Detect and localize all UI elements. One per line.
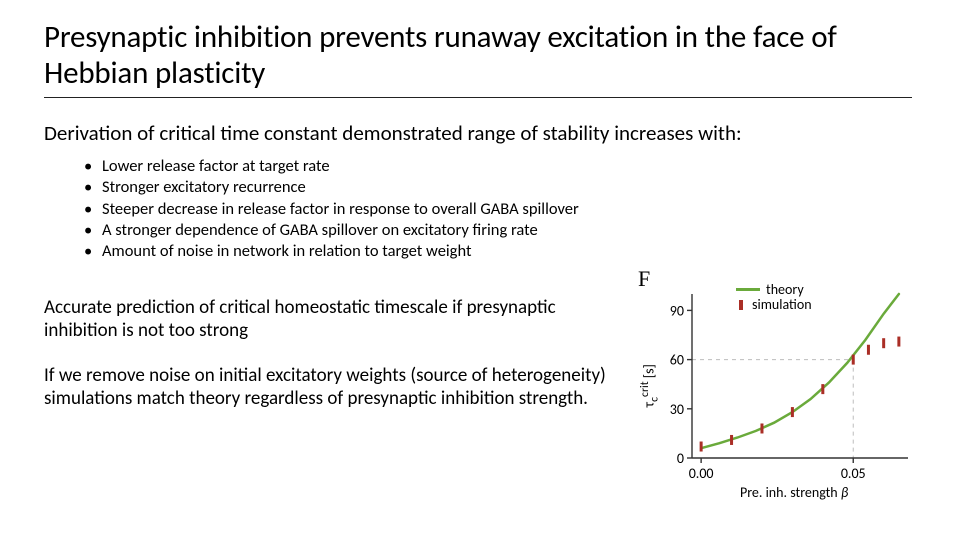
svg-text:90: 90 [670,302,684,319]
body-paragraph-2: If we remove noise on initial excitatory… [44,364,608,410]
list-item: Stronger excitatory recurrence [102,177,916,198]
list-item: A stronger dependence of GABA spillover … [102,220,916,241]
svg-text:0: 0 [677,450,684,467]
svg-text:60: 60 [670,351,684,368]
svg-text:30: 30 [670,401,684,418]
subheading: Derivation of critical time constant dem… [44,120,916,146]
body-paragraph-1: Accurate prediction of critical homeosta… [44,296,608,342]
legend-label-simulation: simulation [752,297,812,312]
list-item: Lower release factor at target rate [102,156,916,177]
x-axis-label: Pre. inh. strength β [740,484,848,501]
legend-label-theory: theory [766,282,804,297]
chart-panel-f: F 03060900.000.05 theory simulation τccr… [630,270,916,502]
list-item: Steeper decrease in release factor in re… [102,199,916,220]
y-axis-label: τccrit [s] [638,364,661,407]
bullet-list: Lower release factor at target rate Stro… [102,156,916,262]
chart-legend: theory simulation [736,282,812,313]
legend-swatch-simulation [736,299,746,311]
svg-text:0.05: 0.05 [841,465,866,482]
legend-swatch-theory [736,288,760,291]
svg-text:0.00: 0.00 [689,465,714,482]
page-title: Presynaptic inhibition prevents runaway … [44,20,912,98]
list-item: Amount of noise in network in relation t… [102,241,916,262]
